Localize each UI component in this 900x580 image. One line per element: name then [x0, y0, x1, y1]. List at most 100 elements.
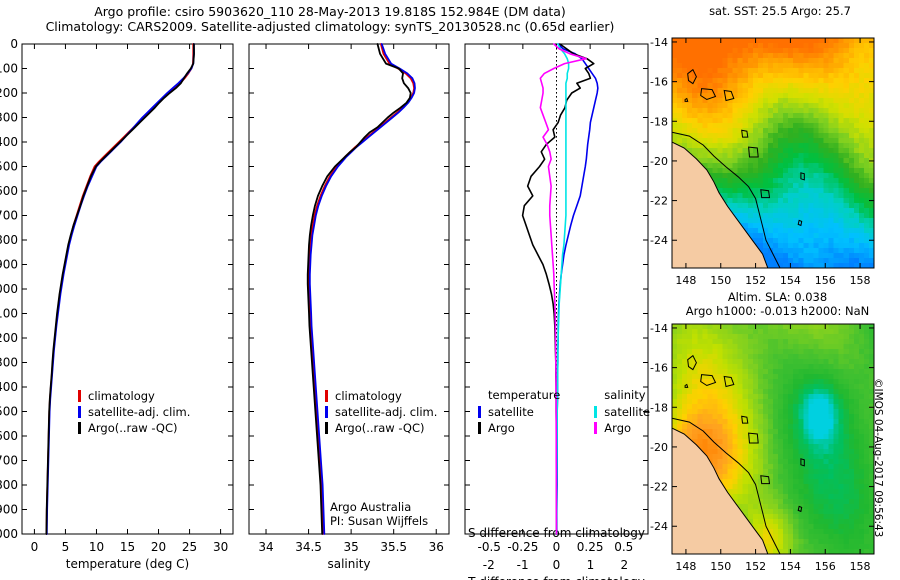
map-cell — [742, 364, 749, 370]
map-cell — [853, 474, 860, 480]
map-cell — [752, 469, 759, 475]
map-cell — [707, 133, 713, 139]
map-cell — [798, 364, 804, 370]
map-cell — [747, 374, 754, 380]
map-cell — [853, 549, 860, 554]
map-cell — [838, 123, 845, 129]
map-cell — [692, 354, 698, 360]
map-cell — [767, 479, 774, 485]
map-cell — [778, 233, 784, 239]
map-cell — [788, 83, 794, 89]
map-cell — [773, 424, 779, 430]
map-cell — [798, 479, 804, 485]
map-cell — [858, 133, 865, 139]
map-cell — [682, 329, 688, 335]
lon-tick-label: 148 — [675, 274, 696, 287]
map-cell — [747, 133, 754, 139]
map-cell — [737, 213, 744, 219]
map-cell — [863, 173, 870, 179]
map-cell — [838, 43, 845, 49]
map-cell — [813, 379, 820, 385]
reef-island-outline — [687, 68, 697, 85]
map-cell — [818, 509, 825, 515]
map-cell — [712, 123, 719, 129]
map-cell — [803, 374, 809, 380]
map-cell — [727, 464, 734, 470]
map-cell — [853, 369, 860, 375]
map-cell — [828, 334, 835, 340]
map-cell — [767, 449, 774, 455]
map-cell — [747, 404, 754, 410]
map-cell — [793, 133, 799, 139]
map-cell — [747, 484, 754, 490]
map-cell — [863, 248, 870, 254]
map-cell — [853, 424, 860, 430]
map-cell — [838, 334, 845, 340]
map-cell — [823, 138, 830, 144]
map-cell — [863, 153, 870, 159]
map-cell — [863, 459, 870, 465]
map-cell — [762, 93, 769, 99]
map-cell — [818, 253, 825, 259]
map-cell — [833, 93, 840, 99]
sst-title-text: sat. SST: 25.5 Argo: 25.7 — [709, 4, 851, 18]
map-cell — [793, 549, 799, 554]
map-cell — [848, 88, 855, 94]
map-cell — [773, 474, 779, 480]
map-cell — [828, 514, 835, 520]
map-cell — [742, 474, 749, 480]
map-cell — [727, 88, 734, 94]
map-cell — [808, 113, 814, 119]
map-cell — [833, 228, 840, 234]
map-cell — [793, 203, 799, 209]
map-cell — [757, 349, 764, 355]
map-cell — [838, 238, 845, 244]
map-cell — [833, 449, 840, 455]
map-cell — [793, 53, 799, 59]
map-cell — [863, 369, 870, 375]
map-cell — [863, 444, 870, 450]
map-cell — [818, 459, 825, 465]
map-cell — [677, 53, 683, 59]
map-cell — [752, 494, 759, 500]
map-cell — [818, 238, 825, 244]
map-cell — [707, 409, 713, 415]
map-cell — [868, 324, 874, 330]
map-cell — [843, 449, 850, 455]
map-cell — [742, 188, 749, 194]
map-cell — [767, 173, 774, 179]
map-cell — [767, 389, 774, 395]
map-cell — [752, 389, 759, 395]
map-cell — [707, 439, 713, 445]
map-cell — [833, 183, 840, 189]
sst-map-title: sat. SST: 25.5 Argo: 25.7 — [660, 4, 900, 18]
map-cell — [858, 93, 865, 99]
sla-map-title: Altim. SLA: 0.038 Argo h1000: -0.013 h20… — [655, 290, 900, 318]
map-cell — [853, 374, 860, 380]
map-cell — [767, 208, 774, 214]
map-cell — [757, 183, 764, 189]
map-cell — [793, 404, 799, 410]
map-cell — [868, 419, 874, 425]
map-cell — [757, 103, 764, 109]
map-cell — [783, 504, 789, 510]
map-cell — [823, 173, 830, 179]
map-cell — [793, 349, 799, 355]
map-cell — [838, 419, 845, 425]
map-cell — [813, 38, 820, 44]
map-cell — [848, 469, 855, 475]
map-cell — [687, 409, 693, 415]
map-cell — [737, 339, 744, 345]
map-cell — [798, 123, 804, 129]
map-cell — [773, 68, 779, 74]
map-cell — [712, 449, 719, 455]
map-cell — [712, 354, 719, 360]
figure-title: Argo profile: csiro 5903620_110 28-May-2… — [0, 4, 660, 34]
map-cell — [692, 43, 698, 49]
map-cell — [793, 514, 799, 520]
map-cell — [717, 374, 724, 380]
map-cell — [808, 123, 814, 129]
map-cell — [737, 454, 744, 460]
map-cell — [868, 329, 874, 335]
map-cell — [727, 424, 734, 430]
